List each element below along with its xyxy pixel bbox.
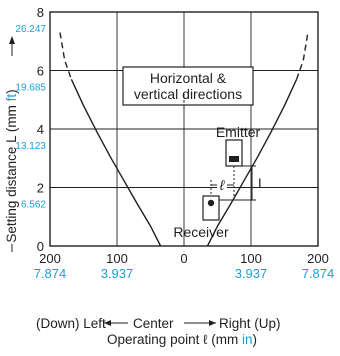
y-tick-label-ft: 6.562	[21, 200, 46, 211]
annotation-box: Horizontal & vertical directions	[122, 66, 254, 106]
curve-right-dashed	[295, 32, 309, 80]
y-title-arrow-icon	[9, 36, 15, 44]
x-axis-title-close: )	[252, 332, 257, 347]
emitter-icon	[225, 139, 243, 167]
ell-label: ℓ	[219, 177, 225, 193]
y-tick-label: 8	[37, 5, 44, 20]
plot-frame	[49, 11, 319, 247]
y-axis-title-group: Setting distance L (mm ft)	[4, 89, 19, 242]
y-tick-label: 0	[37, 239, 44, 254]
x-tick-label: 100	[106, 251, 128, 266]
direction-left-label: (Down) Left	[36, 316, 106, 331]
x-tick-label: 0	[180, 251, 187, 266]
x-tick-label: 100	[240, 251, 262, 266]
curve-left	[70, 79, 162, 247]
receiver-label: Receiver	[173, 224, 229, 240]
direction-center-label: Center	[133, 316, 174, 331]
ell-label-bg	[217, 178, 227, 192]
x-tick-label: 200	[307, 251, 329, 266]
x-tick-label-in: 3.937	[235, 266, 268, 281]
x-tick-label-in: 7.874	[302, 266, 335, 281]
receiver-icon	[202, 195, 220, 221]
emitter-label: Emitter	[216, 124, 261, 140]
x-axis-title-text: Operating point ℓ (mm	[107, 332, 242, 347]
L-label: L	[258, 175, 266, 191]
x-axis-title-unit: in	[242, 332, 253, 347]
receiver-lens-icon	[207, 199, 215, 207]
grid	[50, 12, 318, 246]
annotation-line-2: vertical directions	[134, 86, 242, 102]
y-tick-label-ft: 19.685	[15, 83, 46, 94]
emitter-lens-icon	[229, 156, 239, 162]
annotation-line-1: Horizontal &	[150, 70, 227, 86]
x-tick-label: 200	[39, 251, 61, 266]
right-arrow-icon	[209, 320, 216, 326]
y-tick-label: 2	[37, 181, 44, 196]
y-axis-title-text: Setting distance L (mm	[4, 101, 19, 242]
annotation-frame	[122, 66, 254, 106]
direction-right-label: Right (Up)	[219, 316, 281, 331]
y-axis-title-unit: ft	[4, 94, 19, 102]
x-axis-title: Operating point ℓ (mm in)	[107, 332, 257, 347]
curve-right	[206, 79, 298, 247]
plot-border	[49, 11, 319, 247]
x-tick-label-in: 7.874	[34, 266, 67, 281]
curve-left-dashed	[59, 32, 73, 80]
y-tick-label-ft: 26.247	[15, 24, 46, 35]
x-tick-label-in: 3.937	[101, 266, 134, 281]
left-arrow-icon	[104, 320, 111, 326]
y-axis-title: Setting distance L (mm ft)	[4, 89, 19, 242]
y-axis-title-close: )	[4, 89, 19, 94]
y-tick-label-ft: 13.123	[15, 141, 46, 152]
device-illustration: L ℓ Emitter Receiver	[173, 124, 266, 240]
y-tick-label: 4	[37, 122, 44, 137]
y-tick-label: 6	[37, 64, 44, 79]
curve-group	[59, 32, 309, 247]
